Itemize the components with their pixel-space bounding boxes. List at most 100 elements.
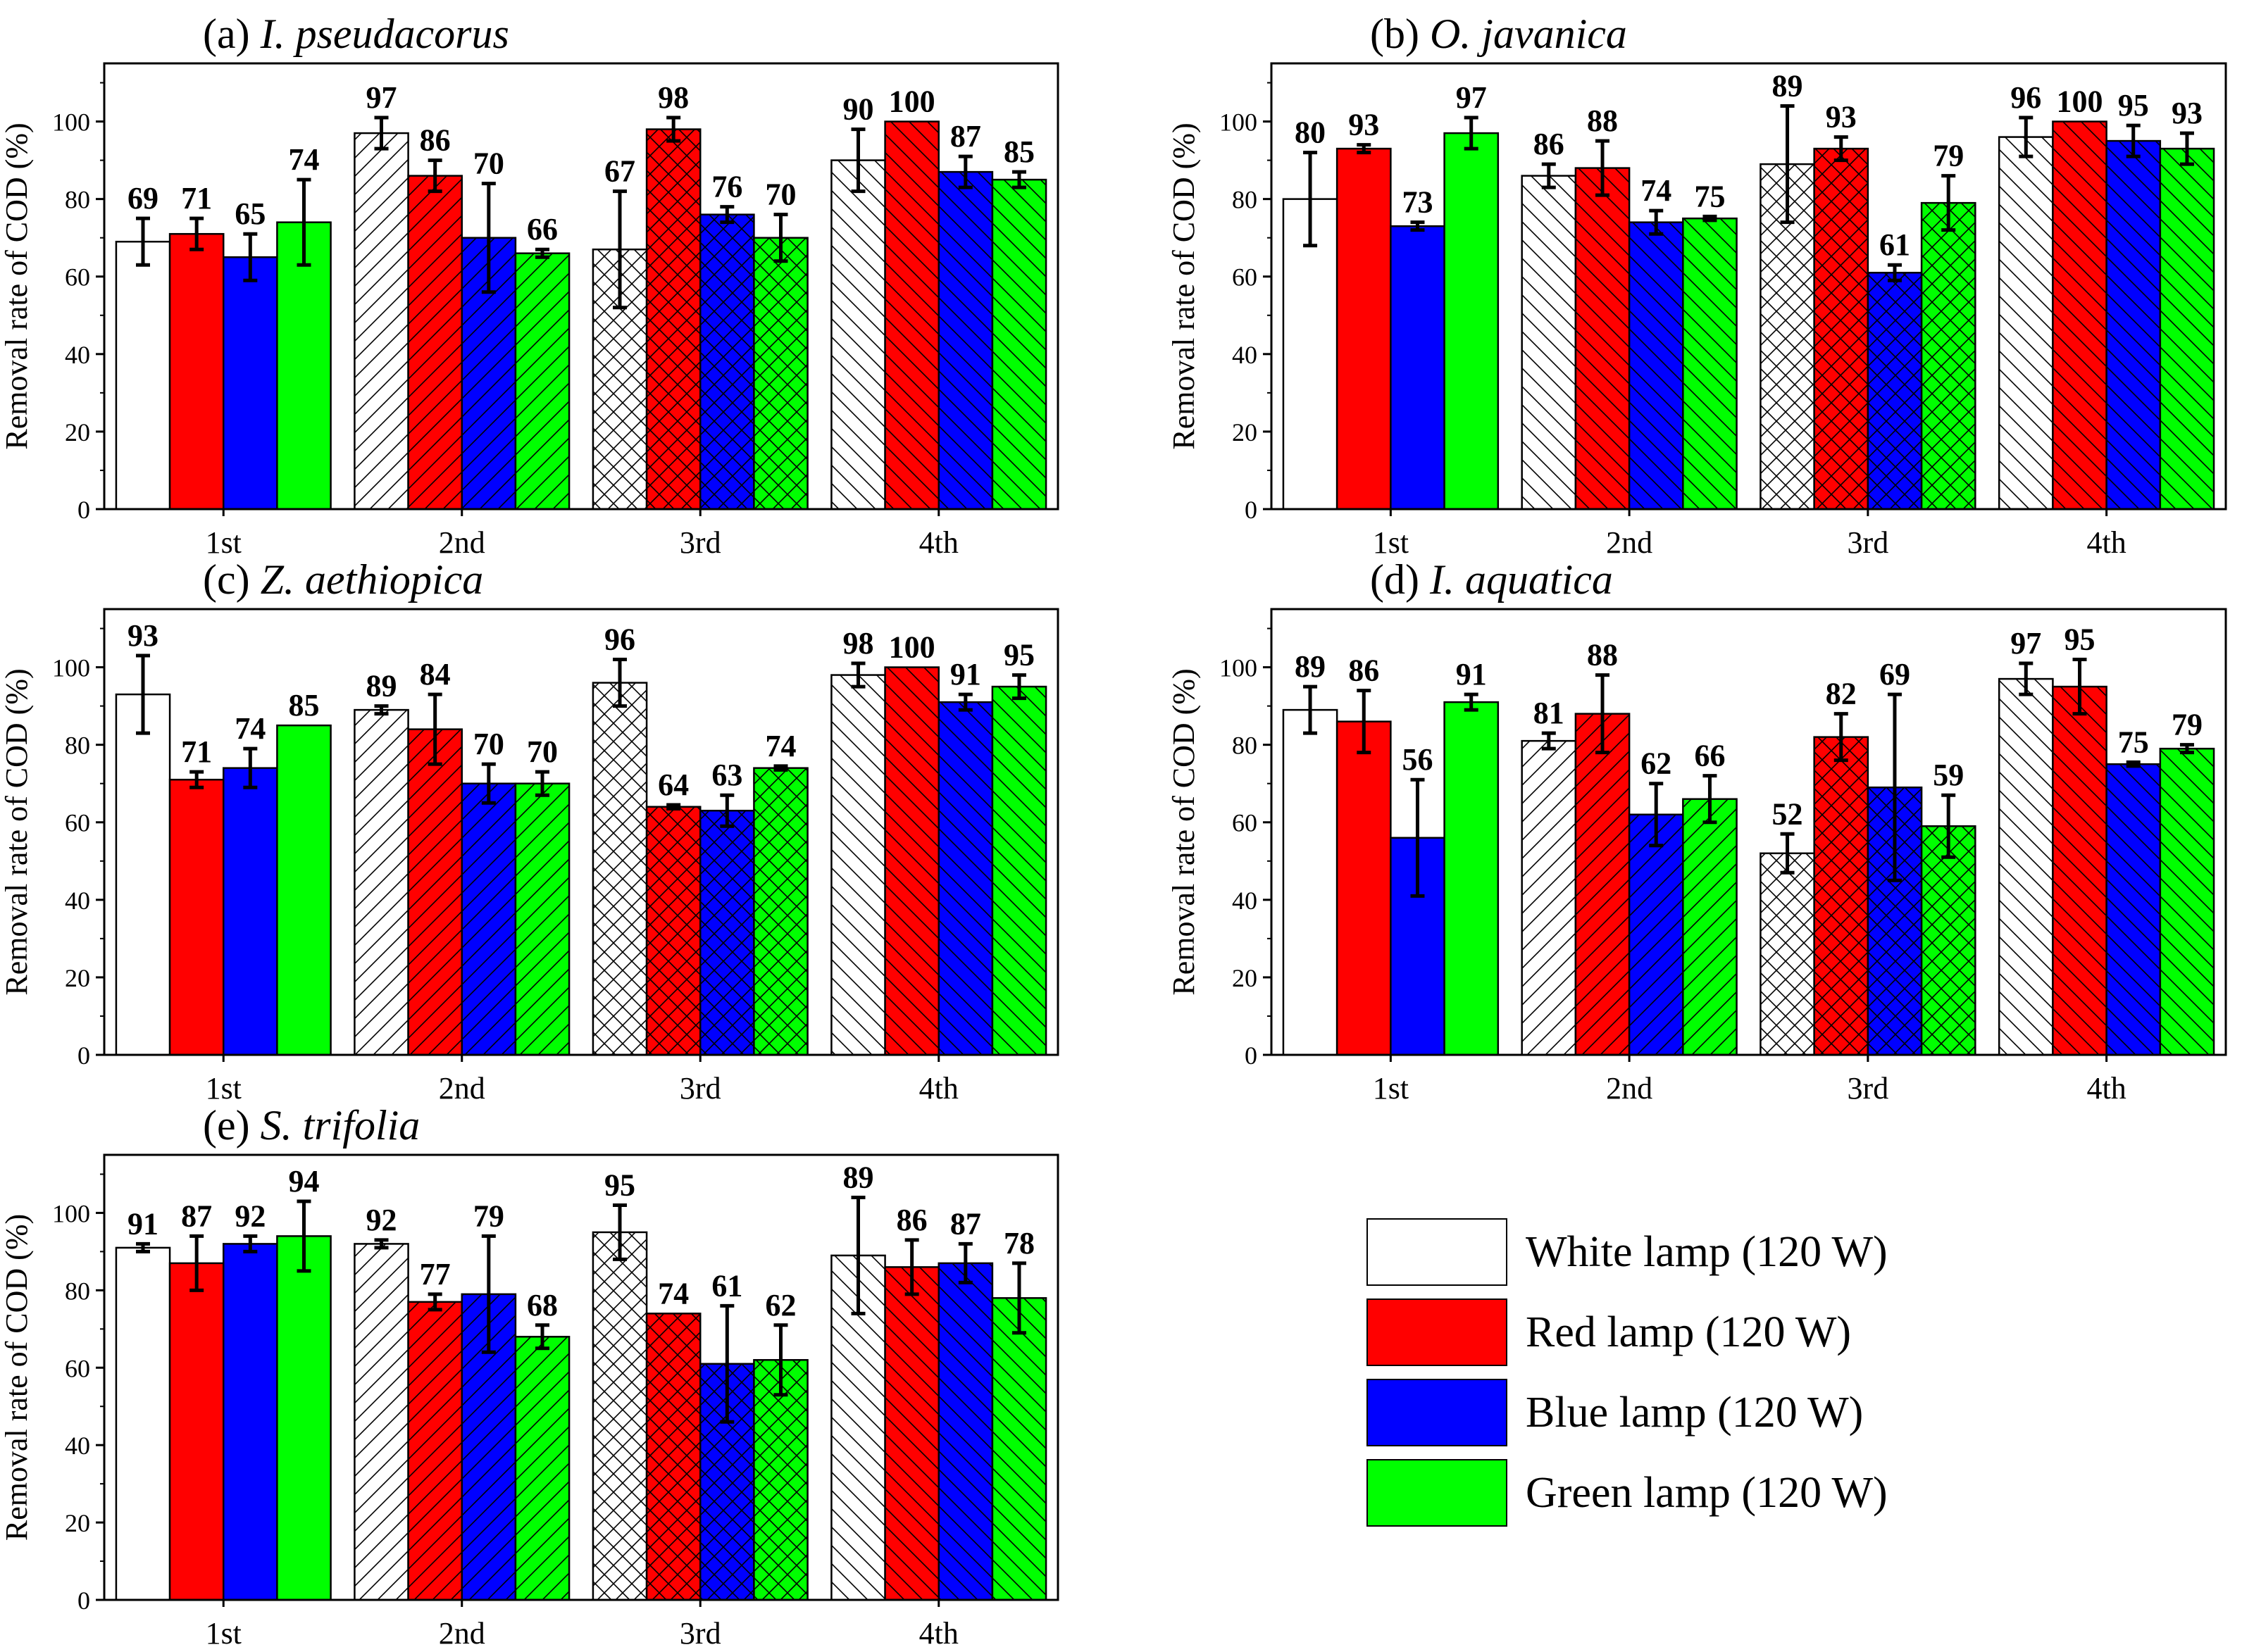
- y-tick-label-b-80: 80: [1232, 186, 1257, 214]
- bar-a-2nd-green: [514, 252, 571, 511]
- y-tick-label-d-80: 80: [1232, 732, 1257, 760]
- data-label-a-3rd-blue: 76: [711, 170, 742, 204]
- data-label-e-2nd-white: 92: [366, 1203, 397, 1237]
- legend-label-green: Green lamp (120 W): [1526, 1468, 1888, 1517]
- bar-e-1st-red: [168, 1262, 225, 1601]
- chart-title-c: (c) Z. aethiopica: [203, 556, 483, 603]
- bar-b-1st-red: [1335, 147, 1392, 511]
- x-tick-label-d-4th: 4th: [2087, 1071, 2126, 1106]
- x-tick-label-c-1st: 1st: [206, 1071, 242, 1106]
- data-label-d-3rd-blue: 69: [1879, 657, 1910, 692]
- bar-b-1st-white: [1282, 198, 1338, 511]
- x-tick-label-b-2nd: 2nd: [1606, 525, 1652, 560]
- chart-title-species: I. aquatica: [1429, 556, 1613, 603]
- bar-c-4th-white: [830, 674, 886, 1056]
- bar-c-4th-green: [991, 685, 1047, 1056]
- data-label-d-4th-blue: 75: [2118, 725, 2149, 759]
- bar-c-1st-green: [276, 724, 332, 1056]
- chart-c: 93 71 74 85 1st 89 84 70 70 2nd 96 64 63 74 3rd 98 100 91…: [0, 556, 1059, 1106]
- legend-item-red: Red lamp (120 W): [1366, 1297, 1958, 1368]
- y-tick-label-a-40: 40: [65, 341, 90, 369]
- data-label-b-1st-green: 97: [1456, 80, 1487, 115]
- chart-title-prefix: (e): [203, 1102, 261, 1149]
- chart-title-prefix: (b): [1370, 11, 1430, 57]
- bar-c-3rd-white: [592, 682, 648, 1056]
- x-tick-label-b-1st: 1st: [1373, 525, 1409, 560]
- chart-title-b: (b) O. javanica: [1370, 11, 1627, 57]
- data-label-d-4th-green: 79: [2172, 708, 2203, 742]
- y-tick-label-e-100: 100: [52, 1199, 90, 1227]
- bar-c-2nd-white: [354, 708, 409, 1056]
- data-label-e-3rd-blue: 61: [711, 1268, 742, 1303]
- chart-title-d: (d) I. aquatica: [1370, 556, 1613, 603]
- data-label-a-4th-green: 85: [1004, 134, 1035, 169]
- legend: White lamp (120 W) Red lamp (120 W) Blue…: [1366, 1217, 1958, 1538]
- bar-c-4th-blue: [938, 701, 994, 1056]
- bar-c-3rd-blue: [699, 809, 755, 1056]
- bar-a-4th-green: [991, 178, 1047, 511]
- bar-a-3rd-blue: [699, 213, 755, 511]
- y-tick-label-e-80: 80: [65, 1277, 90, 1305]
- bar-a-1st-green: [276, 221, 332, 511]
- data-label-d-3rd-green: 59: [1933, 758, 1964, 792]
- data-label-b-1st-blue: 73: [1402, 185, 1433, 220]
- chart-title-species: I. pseudacorus: [260, 11, 509, 57]
- bar-e-4th-red: [884, 1266, 940, 1601]
- data-label-e-4th-red: 86: [897, 1203, 928, 1237]
- bar-a-1st-white: [115, 240, 171, 511]
- x-tick-label-c-3rd: 3rd: [680, 1071, 721, 1106]
- data-label-c-4th-green: 95: [1004, 638, 1035, 672]
- plot-frame-d: [1270, 608, 2227, 1056]
- bar-a-4th-white: [830, 159, 886, 511]
- data-label-e-1st-red: 87: [181, 1199, 212, 1233]
- y-axis-label-e: Removal rate of COD (%): [0, 1214, 34, 1541]
- data-label-d-2nd-white: 81: [1533, 696, 1564, 730]
- bar-b-2nd-red: [1574, 167, 1631, 511]
- data-label-d-2nd-green: 66: [1694, 739, 1725, 773]
- chart-b: 80 93 73 97 1st 86 88 74 75 2nd 89 93 61 79 3rd 96 100 95…: [1166, 11, 2227, 560]
- y-tick-label-c-80: 80: [65, 732, 90, 760]
- data-label-e-1st-green: 94: [288, 1164, 319, 1199]
- y-tick-label-b-40: 40: [1232, 341, 1257, 369]
- y-tick-label-e-20: 20: [65, 1509, 90, 1537]
- y-tick-label-a-80: 80: [65, 186, 90, 214]
- bar-c-4th-red: [884, 666, 940, 1056]
- data-label-d-2nd-red: 88: [1587, 638, 1618, 672]
- data-label-d-3rd-red: 82: [1826, 677, 1857, 711]
- bar-b-1st-green: [1443, 132, 1500, 511]
- x-tick-label-b-4th: 4th: [2087, 525, 2126, 560]
- legend-swatch-red: [1366, 1299, 1507, 1366]
- y-tick-label-c-100: 100: [52, 654, 90, 682]
- bar-a-2nd-white: [354, 132, 409, 511]
- data-label-a-1st-green: 74: [288, 142, 319, 177]
- bar-e-4th-green: [991, 1297, 1047, 1601]
- bar-d-2nd-red: [1574, 713, 1631, 1056]
- legend-item-blue: Blue lamp (120 W): [1366, 1377, 1958, 1448]
- data-label-b-2nd-green: 75: [1694, 179, 1725, 213]
- data-label-c-2nd-blue: 70: [473, 727, 504, 761]
- bar-b-2nd-blue: [1628, 221, 1684, 511]
- data-label-d-3rd-white: 52: [1772, 796, 1803, 831]
- bar-d-3rd-white: [1760, 852, 1815, 1056]
- data-label-a-3rd-white: 67: [604, 154, 635, 189]
- legend-swatch-white: [1366, 1218, 1507, 1286]
- bar-d-3rd-red: [1813, 736, 1869, 1056]
- chart-e: 91 87 92 94 1st 92 77 79 68 2nd 95 74 61 62 3rd 89 86 87 7…: [0, 1102, 1059, 1651]
- y-tick-label-e-40: 40: [65, 1432, 90, 1460]
- bar-a-1st-red: [168, 232, 225, 511]
- legend-item-white: White lamp (120 W): [1366, 1217, 1958, 1287]
- data-label-b-2nd-white: 86: [1533, 127, 1564, 161]
- y-tick-label-a-20: 20: [65, 418, 90, 446]
- bar-b-3rd-red: [1813, 147, 1869, 511]
- chart-title-e: (e) S. trifolia: [203, 1102, 420, 1149]
- bar-e-3rd-green: [753, 1359, 809, 1601]
- plot-frame-c: [103, 608, 1059, 1056]
- data-label-c-1st-red: 71: [181, 734, 212, 769]
- bar-a-2nd-red: [407, 175, 463, 511]
- y-tick-label-b-0: 0: [1245, 496, 1257, 524]
- bar-b-4th-blue: [2105, 139, 2162, 511]
- data-label-c-3rd-blue: 63: [711, 758, 742, 792]
- y-axis-label-a: Removal rate of COD (%): [0, 123, 34, 449]
- bar-e-2nd-white: [354, 1243, 409, 1601]
